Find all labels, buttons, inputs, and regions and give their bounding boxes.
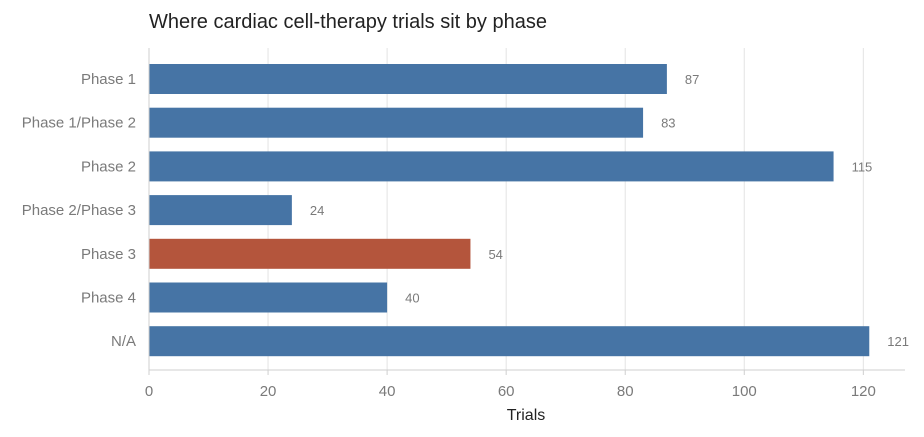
category-labels: Phase 1 Phase 1/Phase 2 Phase 2 Phase 2/Pha… [22,71,136,350]
x-tick-label: 0 [145,383,153,400]
bar [149,326,870,357]
grid [267,48,864,370]
bar [149,238,471,269]
bar [149,64,667,94]
x-tick-label: 40 [379,383,396,400]
value-label: 54 [488,247,502,262]
value-label: 115 [852,159,873,174]
value-label: 87 [685,72,699,87]
bar [149,195,292,226]
x-tick-label: 60 [498,383,515,400]
value-labels: 87 83 115 24 54 40 121 [310,72,909,349]
bar [149,107,644,138]
bar [149,151,834,182]
x-tick-label: 80 [617,383,634,400]
x-axis: 0 20 40 60 80 100 120 [145,48,905,400]
value-label: 24 [310,203,324,218]
category-label: Phase 4 [81,290,136,307]
category-label: Phase 1/Phase 2 [22,115,136,132]
category-label: Phase 2/Phase 3 [22,202,136,219]
category-label: Phase 1 [81,71,136,88]
category-label: Phase 3 [81,246,136,263]
category-label: Phase 2 [81,158,136,175]
category-label: N/A [111,333,136,350]
bars [149,64,870,357]
x-axis-title: Trials [507,407,546,424]
x-tick-label: 120 [851,383,876,400]
x-tick-label: 100 [732,383,757,400]
chart-title: Where cardiac cell-therapy trials sit by… [149,11,547,33]
bar [149,282,388,313]
value-label: 40 [405,291,419,306]
value-label: 83 [661,116,675,131]
value-label: 121 [887,334,909,349]
x-tick-label: 20 [260,383,277,400]
